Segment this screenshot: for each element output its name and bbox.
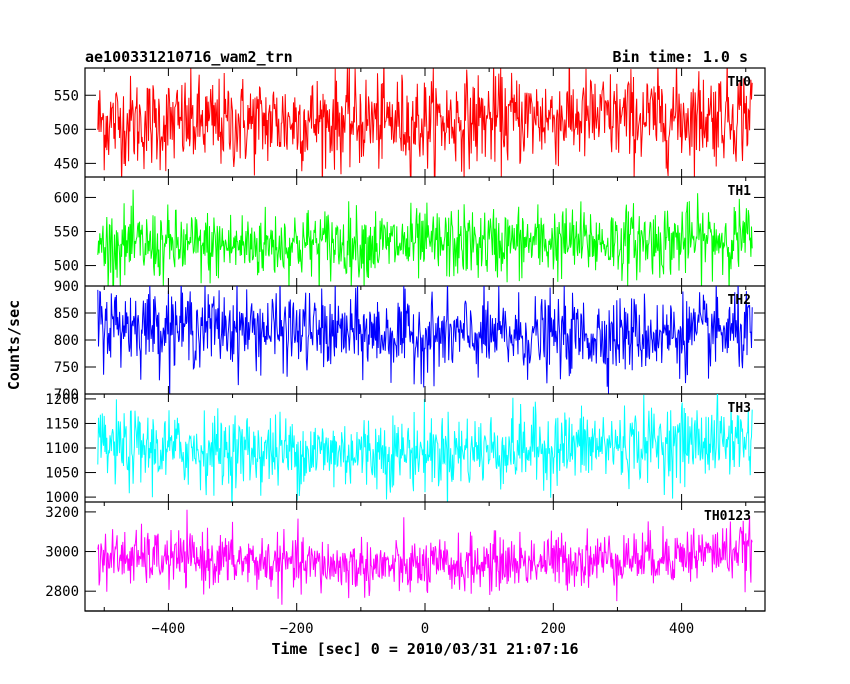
x-tick-label: 0 xyxy=(421,621,429,637)
panel-th0: 450 500 550 TH0 xyxy=(54,68,765,178)
series-th0123-line xyxy=(97,509,753,605)
panel-label: TH1 xyxy=(728,184,752,199)
chart-title: ae100331210716_wam2_trn xyxy=(85,48,293,66)
panel-label: TH3 xyxy=(728,401,751,416)
series-th2-line xyxy=(97,286,753,394)
y-tick-label: 800 xyxy=(54,333,79,349)
y-axis-label: Counts/sec xyxy=(5,300,23,390)
series-th3-line xyxy=(97,394,753,502)
y-tick-label: 1000 xyxy=(45,490,79,506)
y-tick-label: 700 xyxy=(54,387,79,403)
y-tick-label: 3000 xyxy=(45,545,79,561)
panel-th2: 700 750 800 850 900 TH2 xyxy=(54,279,765,403)
y-tick-label: 500 xyxy=(54,122,79,138)
y-tick-label: 450 xyxy=(54,156,79,172)
x-tick-label: 200 xyxy=(541,621,566,637)
bin-time-label: Bin time: 1.0 s xyxy=(613,48,748,66)
panel-th3: 1000 1050 1100 1150 1200 TH3 xyxy=(45,392,765,506)
y-tick-label: 550 xyxy=(54,225,79,241)
panel-label: TH0 xyxy=(728,75,752,90)
y-tick-label: 900 xyxy=(54,279,79,295)
y-tick-label: 750 xyxy=(54,360,79,376)
y-tick-label: 1150 xyxy=(45,416,79,432)
x-axis-label: Time [sec] 0 = 2010/03/31 21:07:16 xyxy=(271,640,578,658)
y-tick-label: 850 xyxy=(54,306,79,322)
y-tick-label: 500 xyxy=(54,259,79,275)
panel-label: TH2 xyxy=(728,293,751,308)
y-tick-label: 600 xyxy=(54,190,79,206)
y-tick-label: 2800 xyxy=(45,584,79,600)
series-th1-line xyxy=(97,189,753,286)
y-tick-label: 3200 xyxy=(45,505,79,521)
x-tick-label: −200 xyxy=(280,621,314,637)
series-th0-line xyxy=(97,68,753,177)
x-tick-label: 400 xyxy=(669,621,694,637)
y-tick-label: 550 xyxy=(54,88,79,104)
panel-th0123: 2800 3000 3200 TH0123 xyxy=(45,505,765,612)
x-tick-label: −400 xyxy=(152,621,186,637)
panels-group: 450 500 550 TH0 500 550 600 TH1 700 750 800 850 900 T… xyxy=(45,67,766,612)
x-axis: −400 −200 0 200 400 xyxy=(103,68,747,637)
panel-th1: 500 550 600 TH1 xyxy=(54,184,765,287)
y-tick-label: 1050 xyxy=(45,466,79,482)
panel-label: TH0123 xyxy=(704,509,751,524)
y-tick-label: 1100 xyxy=(45,441,79,457)
y-tick-label: 1200 xyxy=(45,392,79,408)
